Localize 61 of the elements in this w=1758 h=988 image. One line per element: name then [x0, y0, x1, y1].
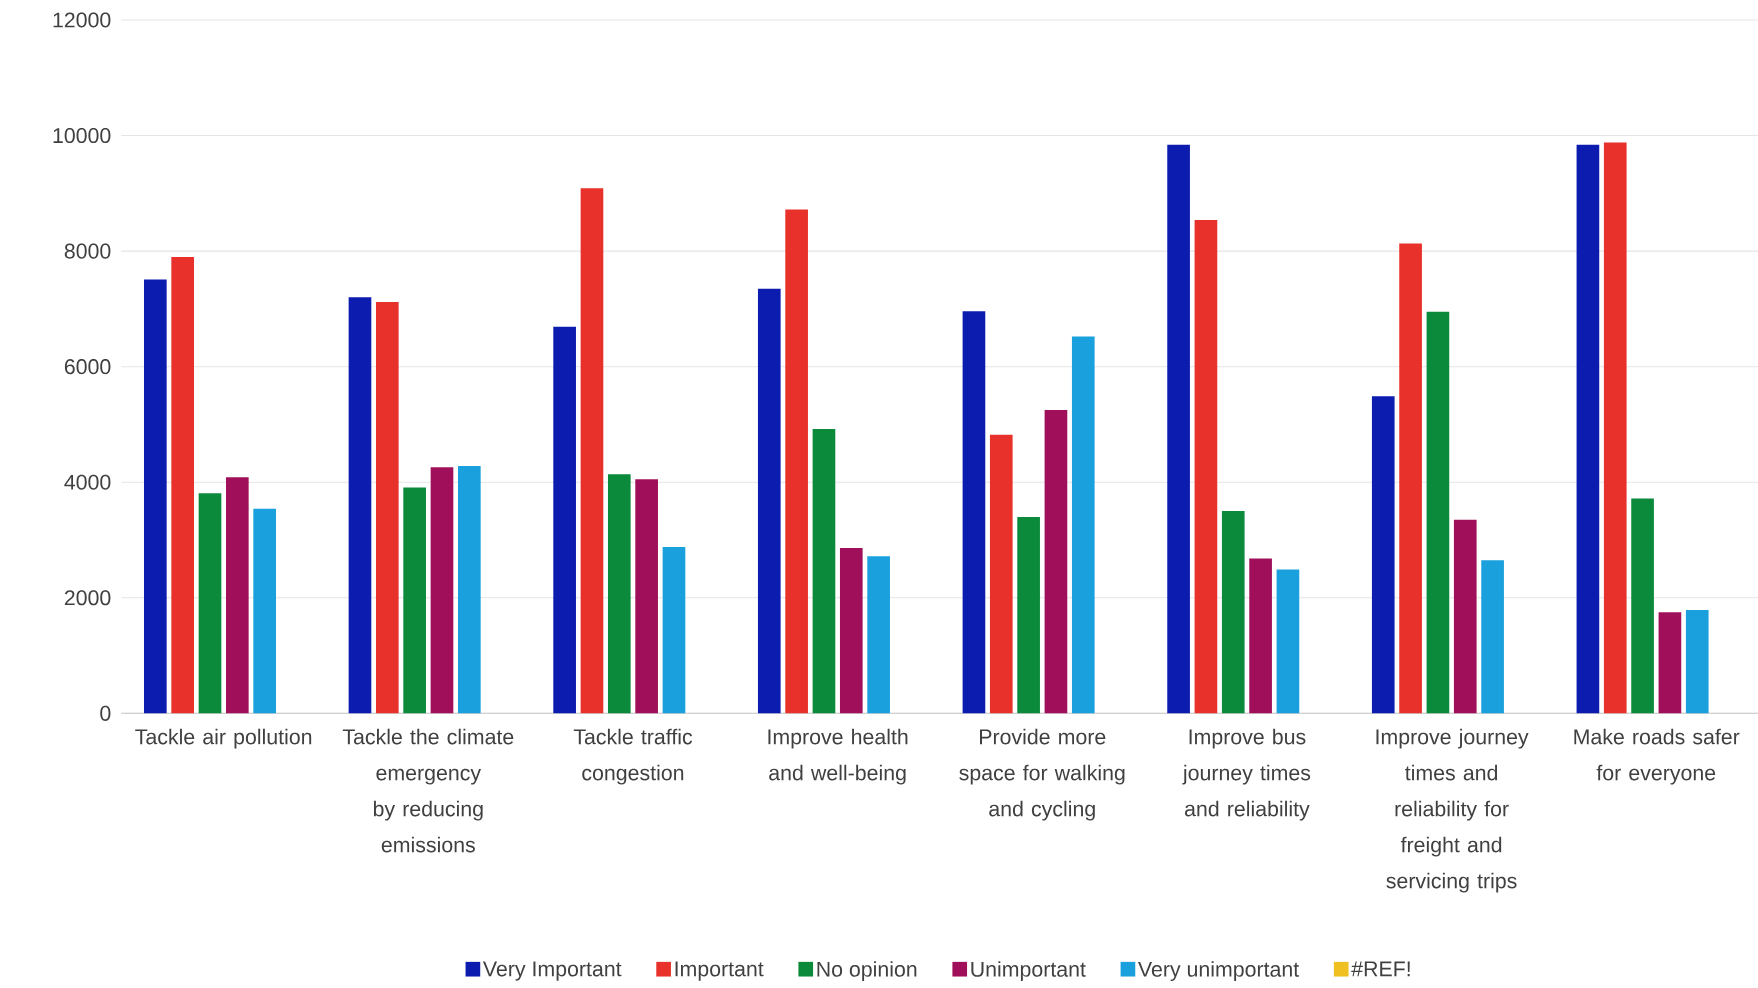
bar [580, 188, 604, 714]
bar [1426, 311, 1450, 714]
bar [989, 434, 1013, 714]
legend-label: #REF! [1351, 961, 1410, 977]
bar [1603, 142, 1627, 714]
x-tick-label: Tackle the climate emergency by reducing emissions [342, 728, 514, 853]
bar [1658, 612, 1682, 714]
x-tick-label: Tackle traffic congestion [573, 728, 693, 785]
y-tick-label: 6000 [64, 359, 111, 375]
bar [1481, 560, 1504, 714]
bar [553, 326, 576, 714]
legend-label: Very unimportant [1138, 961, 1300, 982]
bar [253, 508, 276, 714]
y-tick-label: 8000 [64, 243, 111, 259]
bar [962, 311, 986, 714]
x-tick-label: Tackle air pollution [135, 728, 312, 749]
bar [1576, 144, 1600, 714]
bar [403, 487, 426, 714]
bar [757, 288, 781, 714]
y-tick-label: 0 [100, 705, 111, 721]
x-tick-label: Provide more space for walking and cycling [959, 728, 1125, 821]
bar [867, 556, 890, 714]
bar [198, 493, 222, 714]
bar [785, 209, 808, 714]
y-tick-label: 4000 [64, 474, 111, 490]
bar [1071, 336, 1095, 714]
bar [1194, 219, 1218, 714]
bar [1453, 519, 1477, 714]
bar [1167, 144, 1190, 714]
bar [171, 256, 194, 714]
legend-label: No opinion [817, 961, 917, 982]
bar [1631, 498, 1654, 714]
legend-label: Important [675, 961, 764, 981]
bar [1221, 511, 1245, 714]
bar [348, 297, 372, 714]
bar [1685, 609, 1709, 714]
bar [812, 429, 836, 714]
bar [1276, 569, 1300, 714]
legend-label: Very Important [482, 961, 622, 981]
bar [839, 548, 863, 714]
bar [430, 467, 454, 714]
bar [662, 546, 686, 714]
x-tick-label: Improve bus journey times and reliability [1182, 728, 1311, 821]
y-tick-label: 12000 [53, 12, 111, 28]
bar [1399, 243, 1422, 714]
y-tick-label: 10000 [53, 128, 111, 144]
bar [607, 474, 631, 714]
bar [1044, 410, 1068, 714]
bar [1371, 396, 1395, 714]
legend-label: Unimportant [971, 961, 1086, 982]
bar [457, 466, 481, 714]
bar [635, 479, 658, 714]
x-tick-label: Make roads safer for everyone [1574, 728, 1740, 785]
bar [1017, 516, 1040, 714]
bar [1249, 558, 1272, 714]
x-tick-label: Improve journey times and reliability for freight and servicing trips [1376, 728, 1529, 893]
bar [226, 477, 249, 714]
bar [375, 301, 399, 714]
bar [143, 279, 167, 714]
x-tick-label: Improve health and well-being [768, 728, 908, 785]
y-tick-label: 2000 [64, 590, 111, 606]
